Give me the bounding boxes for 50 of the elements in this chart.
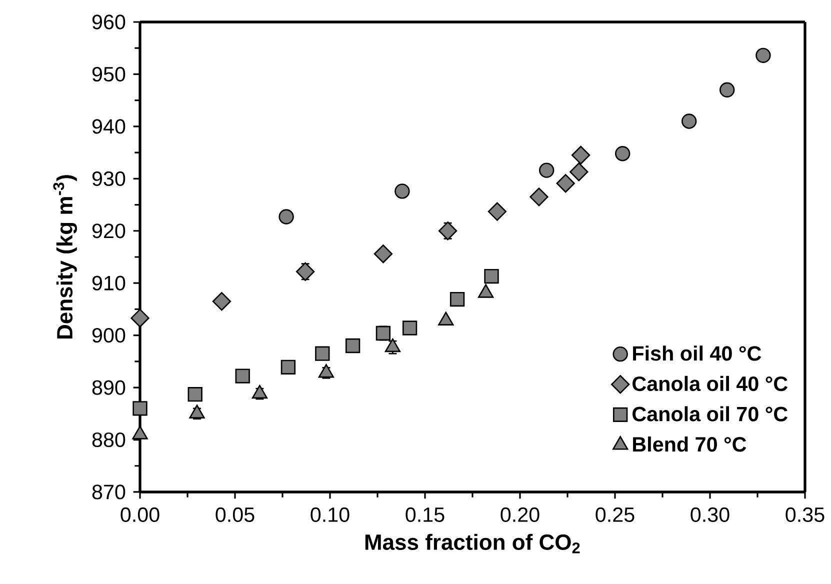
y-tick-label: 900 [92, 328, 126, 343]
y-axis-title: Density (kg m$^{-3}$) [53, 175, 77, 338]
point [484, 268, 499, 284]
point [278, 209, 294, 224]
point [315, 346, 330, 361]
point [719, 82, 735, 98]
point [488, 202, 507, 221]
y-tick-label: 920 [92, 224, 126, 238]
point [614, 146, 630, 162]
point [296, 262, 315, 281]
y-tick-label: 940 [92, 119, 126, 134]
point [756, 48, 771, 64]
y-tick-label: 890 [92, 380, 126, 395]
y-tick-label: 910 [92, 276, 126, 290]
x-tick-label: 0.05 [216, 507, 254, 522]
point [280, 360, 296, 375]
point [438, 222, 458, 240]
point [402, 320, 418, 336]
x-tick-label: 0.20 [500, 507, 540, 522]
point [394, 184, 410, 199]
x-tick-label: 0.25 [596, 507, 634, 522]
x-tick-label: 0.35 [786, 507, 824, 522]
y-tick-label: 950 [92, 66, 126, 82]
point [374, 244, 393, 264]
point [681, 114, 697, 129]
point [235, 368, 250, 384]
point [132, 401, 148, 416]
point [570, 162, 588, 182]
legend-label: Canola oil 40 °C [632, 376, 788, 392]
legend-label: Canola oil 70 °C [632, 406, 788, 422]
x-tick-label: 0.30 [690, 507, 730, 522]
point [530, 188, 548, 206]
y-tick-label: 960 [92, 14, 126, 30]
y-tick-label: 870 [92, 484, 126, 500]
x-tick-label: 0.00 [120, 507, 160, 522]
legend-label: Blend 70 °C [633, 436, 746, 452]
point [345, 338, 360, 354]
point [556, 174, 575, 193]
point [450, 292, 465, 307]
x-axis-title: Mass fraction of CO$_{2}$ [365, 534, 580, 554]
point [538, 162, 554, 178]
point [571, 146, 590, 165]
point [130, 308, 150, 328]
point [212, 292, 232, 311]
y-tick-label: 930 [92, 171, 126, 186]
x-tick-label: 0.15 [406, 507, 444, 522]
x-tick-label: 0.10 [310, 507, 350, 522]
point [188, 386, 202, 402]
legend-label: Fish oil 40 °C [633, 346, 762, 361]
y-tick-label: 880 [92, 432, 126, 448]
